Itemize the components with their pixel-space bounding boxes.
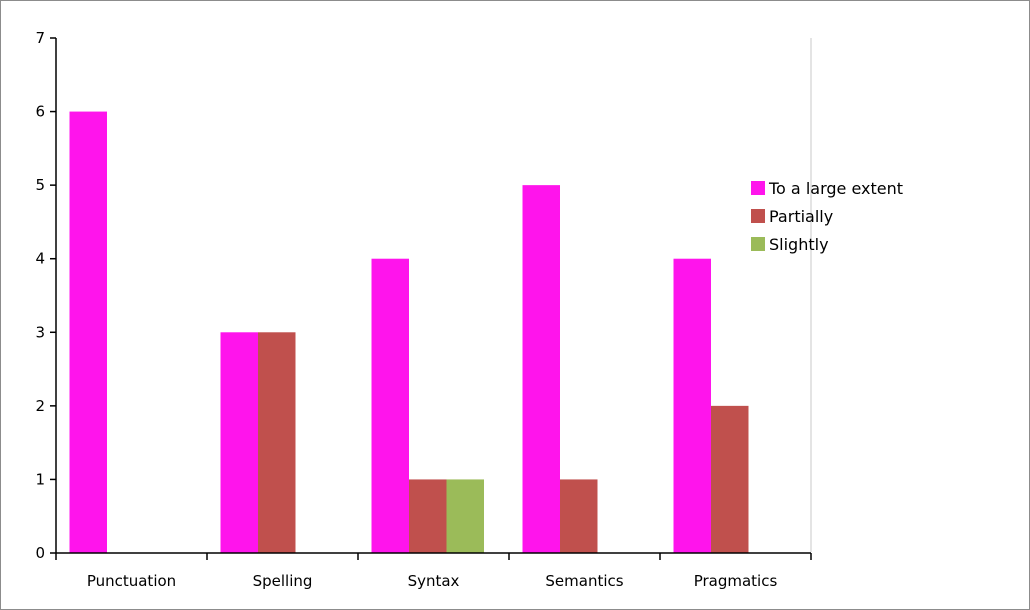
bars-group [69,111,749,553]
y-tick-label: 2 [35,397,45,415]
category-label: Spelling [253,572,313,590]
x-ticks-group: Punctuation Spelling Syntax Semantics Pragma… [55,553,812,590]
bar-spelling-to-a-large-extent [220,332,258,553]
bar-punctuation-to-a-large-extent [69,111,107,553]
category-label: Semantics [545,572,623,590]
legend-label: Slightly [769,235,829,254]
legend-label: To a large extent [768,179,903,198]
y-tick-label: 5 [35,176,45,194]
bar-spelling-partially [258,332,296,553]
category-label: Pragmatics [694,572,778,590]
legend-swatch [751,181,765,195]
legend-swatch [751,237,765,251]
legend: To a large extent Partially Slightly [751,179,903,254]
y-tick-label: 6 [35,103,45,121]
y-tick-label: 7 [35,29,45,47]
bar-syntax-partially [409,479,447,553]
category-label: Syntax [408,572,460,590]
y-ticks-group: 0 1 2 3 4 5 6 7 [35,29,56,562]
bar-pragmatics-partially [711,405,749,553]
y-tick-label: 0 [35,544,45,562]
category-label: Punctuation [87,572,176,590]
y-tick-label: 1 [35,470,45,488]
bar-semantics-partially [560,479,598,553]
y-tick-label: 4 [35,250,45,268]
bar-semantics-to-a-large-extent [522,185,560,553]
bar-syntax-to-a-large-extent [371,258,409,553]
legend-swatch [751,209,765,223]
bar-pragmatics-to-a-large-extent [673,258,711,553]
legend-label: Partially [769,207,833,226]
bar-syntax-slightly [446,479,484,553]
y-tick-label: 3 [35,323,45,341]
